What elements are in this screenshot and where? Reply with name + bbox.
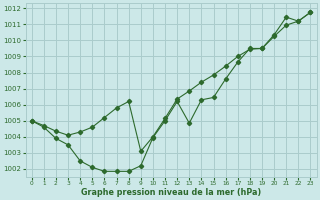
X-axis label: Graphe pression niveau de la mer (hPa): Graphe pression niveau de la mer (hPa) [81, 188, 261, 197]
